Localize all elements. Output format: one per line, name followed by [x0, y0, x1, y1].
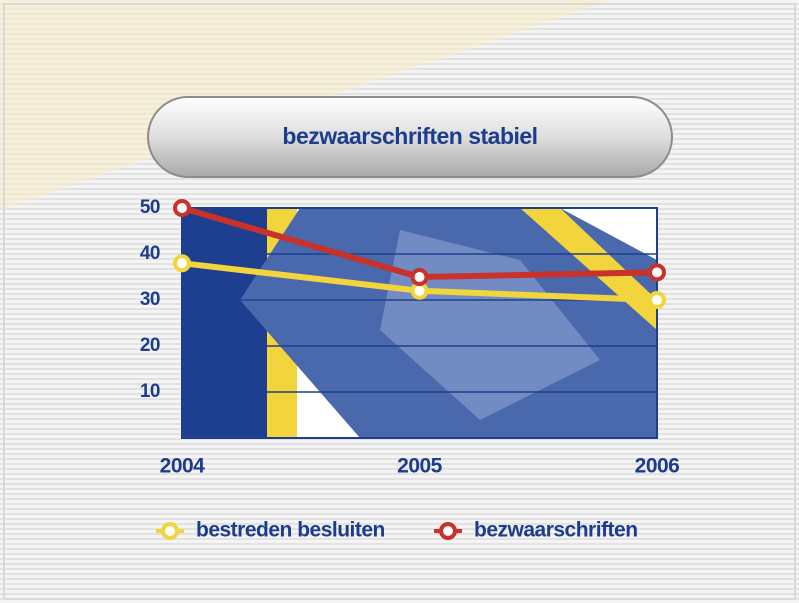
frame: [3, 3, 796, 600]
point-marker: [648, 263, 666, 282]
legend-label: bezwaarschriften: [474, 519, 638, 542]
y-tick-label: 40: [140, 243, 160, 264]
plot-background: [181, 207, 658, 439]
x-tick-label: 2006: [635, 455, 680, 478]
x-tick-label: 2004: [160, 455, 206, 478]
point-marker: [173, 199, 191, 217]
x-tick-label: 2005: [397, 455, 443, 478]
y-tick-label: 20: [140, 335, 160, 356]
plot-decor: [182, 208, 267, 438]
point-marker: [410, 268, 429, 286]
y-tick-label: 30: [140, 289, 160, 310]
legend-marker: [161, 522, 179, 540]
title-pill: [147, 96, 673, 178]
y-tick-label: 10: [140, 381, 160, 402]
legend-label: bestreden besluiten: [196, 519, 385, 542]
legend-marker: [439, 522, 457, 540]
chart-title: bezwaarschriften stabiel: [282, 123, 537, 149]
y-tick-label: 50: [140, 197, 160, 218]
point-marker: [648, 291, 666, 309]
point-marker: [173, 254, 191, 273]
